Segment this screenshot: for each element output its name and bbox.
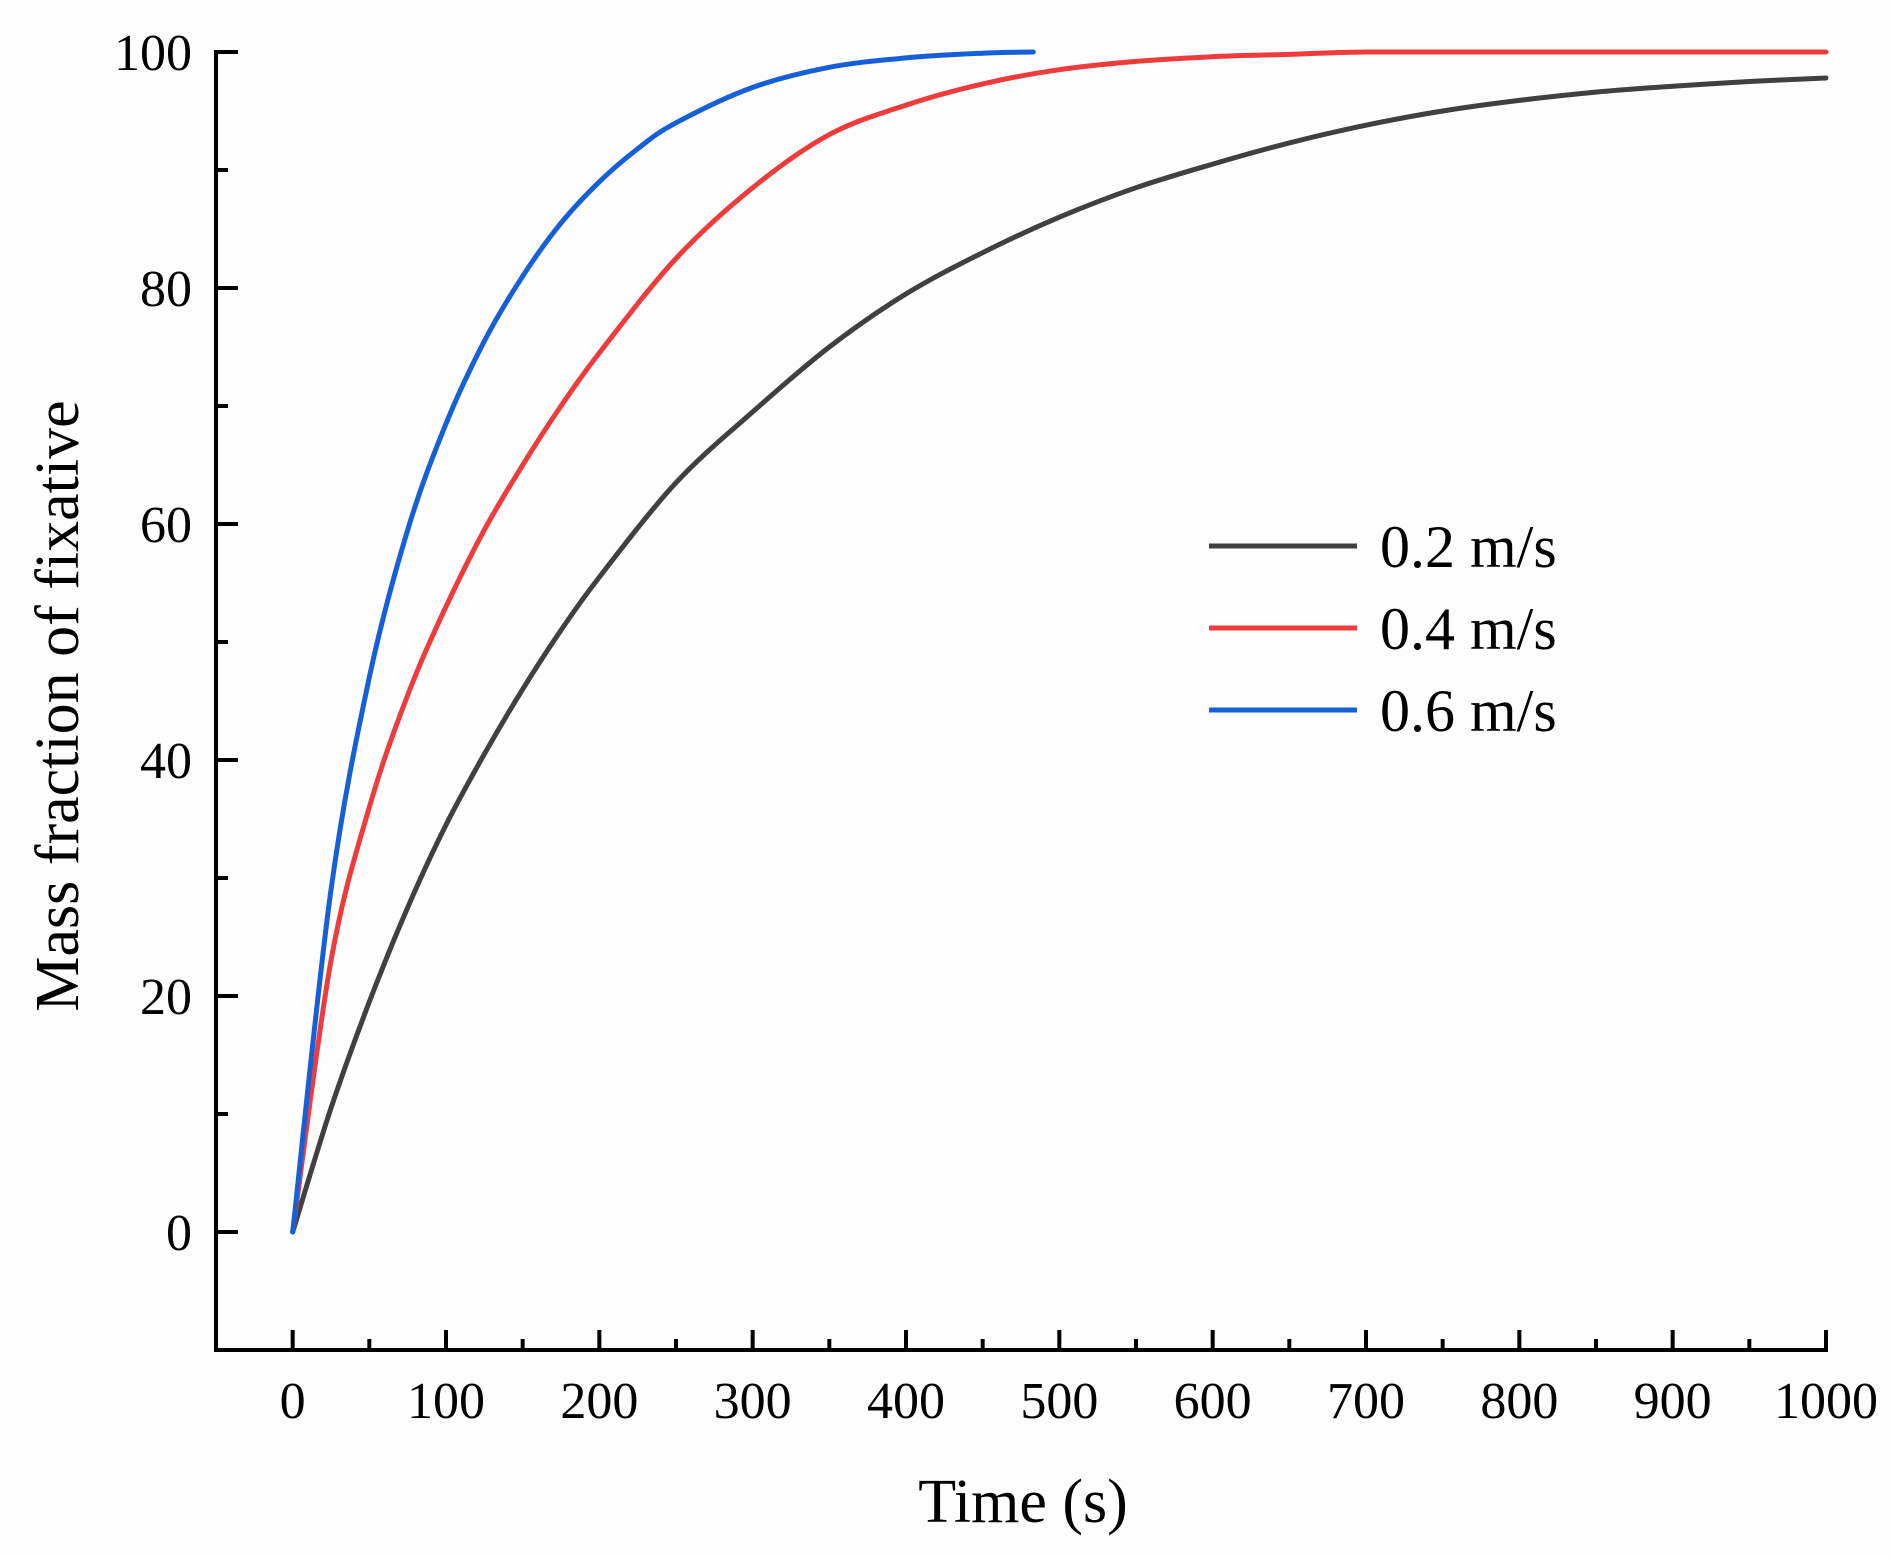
x-tick-label: 100 xyxy=(407,1373,485,1430)
legend: 0.2 m/s 0.4 m/s 0.6 m/s xyxy=(1209,514,1557,744)
y-tick-label: 100 xyxy=(114,25,192,82)
series-line-1 xyxy=(290,75,1829,1235)
series-lines xyxy=(290,49,1829,1235)
y-axis-title: Mass fraction of fixative xyxy=(24,400,92,1011)
legend-label-3: 0.6 m/s xyxy=(1380,678,1557,744)
y-tick-label: 20 xyxy=(140,969,192,1026)
y-tick-label: 40 xyxy=(140,733,192,790)
y-tick-label: 0 xyxy=(166,1205,192,1262)
axes: 0 100 200 300 400 500 600 700 800 900 1000 0 20 40 60 8… xyxy=(114,25,1878,1430)
x-tick-label: 300 xyxy=(714,1373,792,1430)
x-tick-label: 900 xyxy=(1634,1373,1712,1430)
x-tick-label: 400 xyxy=(867,1373,945,1430)
x-tick-label: 600 xyxy=(1174,1373,1252,1430)
x-tick-label: 200 xyxy=(560,1373,638,1430)
legend-label-1: 0.2 m/s xyxy=(1380,514,1557,580)
x-tick-label: 1000 xyxy=(1774,1373,1878,1430)
x-axis-title: Time (s) xyxy=(918,1468,1128,1536)
y-tick-label: 60 xyxy=(140,497,192,554)
series-line-3 xyxy=(290,49,1036,1235)
legend-label-2: 0.4 m/s xyxy=(1380,596,1557,662)
x-tick-label: 0 xyxy=(280,1373,306,1430)
y-tick-label: 80 xyxy=(140,261,192,318)
x-tick-label: 500 xyxy=(1020,1373,1098,1430)
series-line-2 xyxy=(290,49,1829,1235)
x-tick-label: 800 xyxy=(1480,1373,1558,1430)
x-tick-label: 700 xyxy=(1327,1373,1405,1430)
